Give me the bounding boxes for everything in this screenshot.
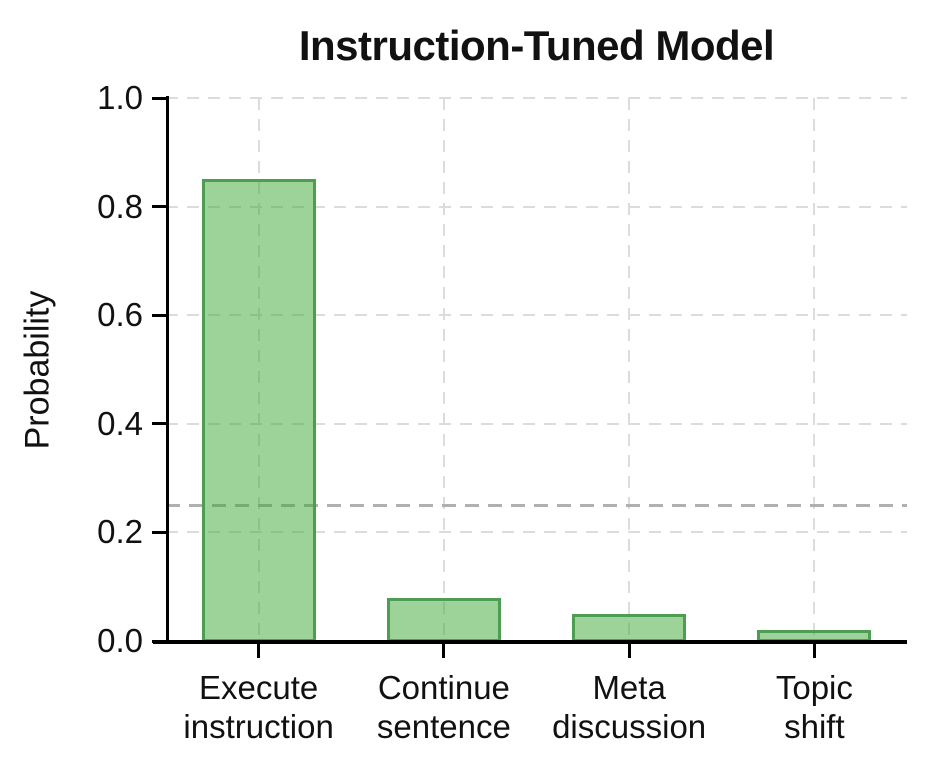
- y-tick-label: 0.2: [97, 513, 143, 551]
- y-tick-mark: [152, 205, 166, 209]
- chart-title: Instruction-Tuned Model: [298, 22, 775, 69]
- chance-reference-line: [166, 503, 907, 507]
- h-gridline: [166, 314, 907, 317]
- bar: [201, 179, 316, 642]
- h-gridline: [166, 531, 907, 534]
- x-tick-label: Topic shift: [775, 669, 853, 745]
- y-tick-label: 1.0: [97, 79, 143, 116]
- x-axis-spine: [153, 640, 907, 644]
- x-tick-mark: [442, 644, 446, 658]
- h-gridline: [166, 422, 907, 425]
- y-tick-mark: [152, 313, 166, 317]
- x-tick-label: Execute instruction: [183, 669, 334, 745]
- x-tick-mark: [812, 644, 816, 658]
- h-gridline: [166, 205, 907, 208]
- y-axis-spine: [166, 96, 169, 643]
- x-tick-mark: [257, 644, 261, 658]
- h-gridline: [166, 97, 907, 99]
- y-tick-label: 0.0: [97, 622, 143, 659]
- y-tick-mark: [152, 530, 166, 534]
- y-tick-mark: [152, 422, 166, 426]
- v-gridline: [628, 98, 631, 641]
- x-tick-mark: [627, 644, 631, 658]
- y-tick-label: 0.6: [97, 296, 143, 334]
- bar: [386, 597, 501, 642]
- y-tick-label: 0.8: [97, 187, 143, 225]
- x-tick-label: Meta discussion: [552, 669, 707, 745]
- y-tick-label: 0.4: [97, 404, 143, 442]
- y-tick-mark: [152, 96, 166, 100]
- v-gridline: [442, 98, 445, 641]
- x-tick-label: Continue sentence: [376, 669, 511, 745]
- bar: [572, 613, 687, 642]
- v-gridline: [813, 98, 816, 641]
